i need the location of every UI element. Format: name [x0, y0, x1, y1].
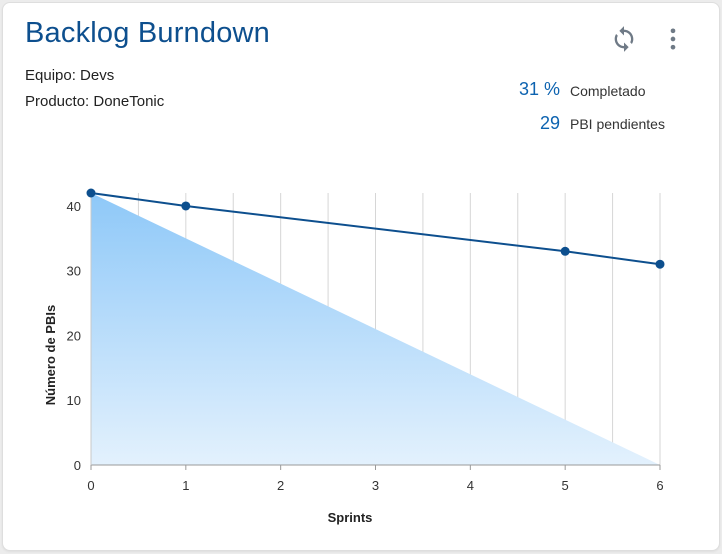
data-point — [560, 246, 570, 256]
area-series — [91, 193, 660, 465]
x-tick-label: 0 — [87, 478, 94, 493]
burndown-line — [90, 192, 661, 266]
x-tick-label: 1 — [182, 478, 189, 493]
x-axis-title: Sprints — [328, 510, 373, 525]
refresh-icon[interactable] — [610, 25, 638, 53]
card-title: Backlog Burndown — [25, 17, 271, 49]
axis-layer: 0 1 2 3 4 5 6 0 10 20 30 40 — [67, 193, 664, 493]
pending-value: 29 — [539, 113, 560, 133]
completed-label: Completado — [570, 83, 646, 99]
data-point — [655, 259, 665, 269]
x-tick-label: 5 — [562, 478, 569, 493]
more-vert-icon[interactable] — [659, 25, 687, 53]
data-point — [181, 201, 191, 211]
x-tick-label: 6 — [656, 478, 663, 493]
area-layer — [91, 193, 660, 465]
y-tick-label: 10 — [67, 393, 81, 408]
pending-label: PBI pendientes — [570, 116, 665, 132]
x-tick-label: 2 — [277, 478, 284, 493]
y-tick-label: 0 — [74, 458, 81, 473]
x-tick-label: 4 — [467, 478, 474, 493]
y-tick-label: 40 — [67, 199, 81, 214]
y-tick-label: 20 — [67, 328, 81, 343]
y-tick-label: 30 — [67, 264, 81, 279]
team-label: Equipo: Devs — [25, 67, 115, 84]
line-layer — [86, 188, 665, 269]
x-tick-label: 3 — [372, 478, 379, 493]
product-label: Producto: DoneTonic — [25, 93, 165, 110]
data-point — [86, 188, 96, 198]
y-axis-title: Número de PBIs — [43, 305, 58, 405]
completed-value: 31 % — [518, 79, 560, 99]
